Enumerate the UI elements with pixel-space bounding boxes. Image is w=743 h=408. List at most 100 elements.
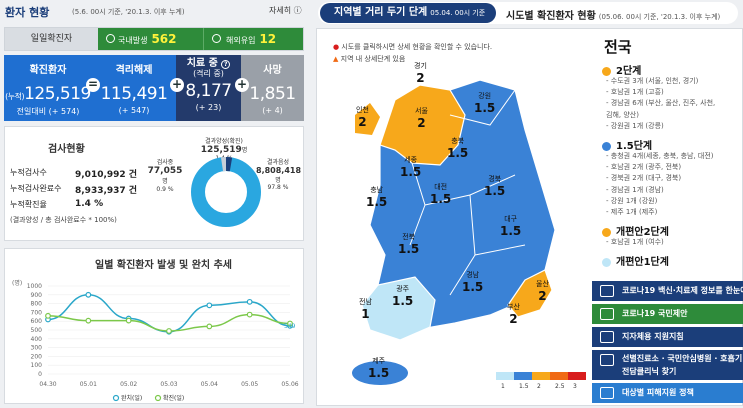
detail-link[interactable]: 자세히 ⓘ: [269, 6, 302, 15]
region-label[interactable]: 대구 1.5: [500, 215, 521, 239]
tab-province-cases[interactable]: 시도별 확진환자 현황 (05.06. 00시 기준, '20.1.3. 이후 누…: [506, 7, 720, 22]
quick-link-button[interactable]: 선별진료소 · 국민안심병원 · 호흡기전담클리닉 찾기: [592, 350, 743, 380]
region-label[interactable]: 충북 1.5: [447, 137, 468, 161]
test-row-total: 누적검사수 9,010,992 건: [10, 167, 137, 180]
region-label[interactable]: 광주 1.5: [392, 285, 413, 309]
map-incheon-island[interactable]: [355, 103, 380, 135]
negative-value: 8,808,418: [256, 166, 302, 175]
level-dot-icon: [602, 141, 611, 151]
region-stage: 1.5: [447, 146, 469, 160]
chart-xtick: 04.30: [39, 381, 56, 388]
legend-label: 1: [501, 383, 505, 390]
legend-swatch: [568, 372, 586, 380]
korea-map: [352, 79, 556, 385]
quick-link-label: 선별진료소 · 국민안심병원 · 호흡기전담클리닉 찾기: [622, 354, 743, 376]
chart-ytick: 400: [31, 336, 43, 343]
level-title: 개편안2단계: [616, 227, 669, 239]
stat-confirmed-delta: 전일대비 (+ 574): [16, 107, 80, 116]
region-label[interactable]: 제주 1.5: [368, 357, 389, 381]
region-name: 강원: [478, 92, 492, 100]
region-label[interactable]: 전북 1.5: [398, 233, 419, 257]
quick-link-button[interactable]: 지자체용 지원지침: [592, 327, 743, 347]
chart-point: [206, 302, 213, 309]
region-label[interactable]: 강원 1.5: [474, 92, 495, 116]
region-name: 전북: [402, 233, 416, 241]
chart-point: [85, 291, 92, 298]
region-label[interactable]: 충남 1.5: [366, 186, 387, 210]
info-icon[interactable]: ?: [221, 60, 231, 69]
stat-deaths-delta: (+ 4): [262, 106, 283, 115]
region-name: 충북: [451, 137, 465, 145]
stat-treatment-subtitle: (격리 중): [193, 69, 224, 78]
region-label[interactable]: 세종 1.5: [400, 156, 421, 180]
positive-label: 결과양성(확진): [205, 138, 243, 145]
region-stage: 1.5: [484, 184, 506, 198]
link-icon: [600, 331, 614, 343]
region-label[interactable]: 경남 1.5: [462, 271, 483, 295]
donut-testing-label: 검사중 77,055 명 0.9 %: [145, 157, 185, 193]
level-title: 1.5단계: [616, 141, 653, 152]
level-dot-icon: [602, 66, 611, 76]
region-label[interactable]: 서울 2: [415, 107, 428, 131]
test-row-completed: 누적검사완료수 8,933,937 건: [10, 183, 137, 196]
domestic-cases: 국내발생 562: [98, 28, 203, 50]
chart-xtick: 05.02: [120, 381, 137, 388]
chart-point: [206, 323, 213, 330]
chart-ytick: 100: [31, 362, 43, 369]
testing-unit: 명: [162, 178, 168, 185]
region-name: 경북: [488, 175, 502, 183]
testing-label: 검사중: [156, 159, 174, 166]
region-stage: 1.5: [474, 101, 496, 115]
region-stage: 1.5: [398, 242, 420, 256]
chart-ytick: 1000: [27, 283, 42, 290]
chart-xtick: 05.03: [160, 381, 177, 388]
region-label[interactable]: 대전 1.5: [430, 183, 451, 207]
region-label[interactable]: 전남 1: [359, 298, 372, 322]
negative-label: 결과음성: [266, 159, 290, 166]
page-subtitle: (5.6. 00시 기준, '20.1.3. 이후 누계): [72, 8, 185, 16]
region-label[interactable]: 경기 2: [414, 62, 427, 86]
region-label[interactable]: 인천 2: [356, 106, 369, 130]
tab-distancing[interactable]: 지역별 거리 두기 단계 05.04. 00시 기준: [320, 3, 496, 23]
region-name: 서울: [415, 107, 428, 115]
chart-ytick: 900: [31, 292, 43, 299]
chart-xtick: 05.04: [201, 381, 218, 388]
map-capital-area[interactable]: [379, 84, 466, 166]
level-item: - 충청권 4개(세종, 충북, 충남, 대전): [606, 152, 714, 160]
map-jeonnam[interactable]: [361, 276, 436, 341]
region-stage: 1: [361, 307, 370, 321]
daily-cases-label: 일일확진자: [5, 28, 98, 50]
region-label[interactable]: 부산 2: [507, 303, 520, 327]
region-stage: 1.5: [368, 366, 390, 380]
positive-value: 125,519: [200, 145, 242, 155]
region-name: 대구: [504, 215, 518, 223]
legend-swatch: [532, 372, 550, 380]
region-label[interactable]: 경북 1.5: [484, 175, 505, 199]
chart-ytick: 800: [31, 301, 43, 308]
quick-link-button[interactable]: 대상별 피해지원 정책: [592, 383, 743, 403]
domestic-value: 562: [151, 32, 177, 46]
level-title: 2단계: [616, 66, 642, 77]
chart-point: [246, 298, 253, 305]
map-busan-ulsan[interactable]: [507, 269, 553, 318]
legend-label: 2: [537, 383, 541, 390]
chart-legend-label: 완치(일): [121, 394, 142, 402]
test-row-value: 8,933,937 건: [75, 186, 138, 196]
map-jeju[interactable]: [352, 361, 408, 385]
region-stage: 1.5: [366, 195, 388, 209]
plus-icon: +: [235, 77, 249, 92]
tab-province-label: 시도별 확진환자 현황: [506, 11, 596, 22]
negative-unit: 명: [275, 177, 281, 184]
quick-link-button[interactable]: 코로나19 백신·치료제 정보를 한눈에: [592, 281, 743, 301]
quick-link-label: 코로나19 백신·치료제 정보를 한눈에: [622, 286, 743, 295]
national-title: 전국: [604, 38, 632, 56]
legend-label: 2.5: [555, 383, 565, 390]
region-label[interactable]: 울산 2: [536, 280, 549, 304]
region-name: 전남: [359, 298, 372, 306]
quick-link-button[interactable]: 코로나19 국민제안: [592, 304, 743, 324]
level-heading: 1.5단계: [602, 137, 652, 152]
level-item: - 수도권 3개 (서울, 인천, 경기): [606, 77, 699, 85]
import-value: 12: [259, 32, 277, 46]
positive-unit: 명: [241, 147, 248, 154]
negative-pct: 97.8 %: [267, 184, 289, 191]
